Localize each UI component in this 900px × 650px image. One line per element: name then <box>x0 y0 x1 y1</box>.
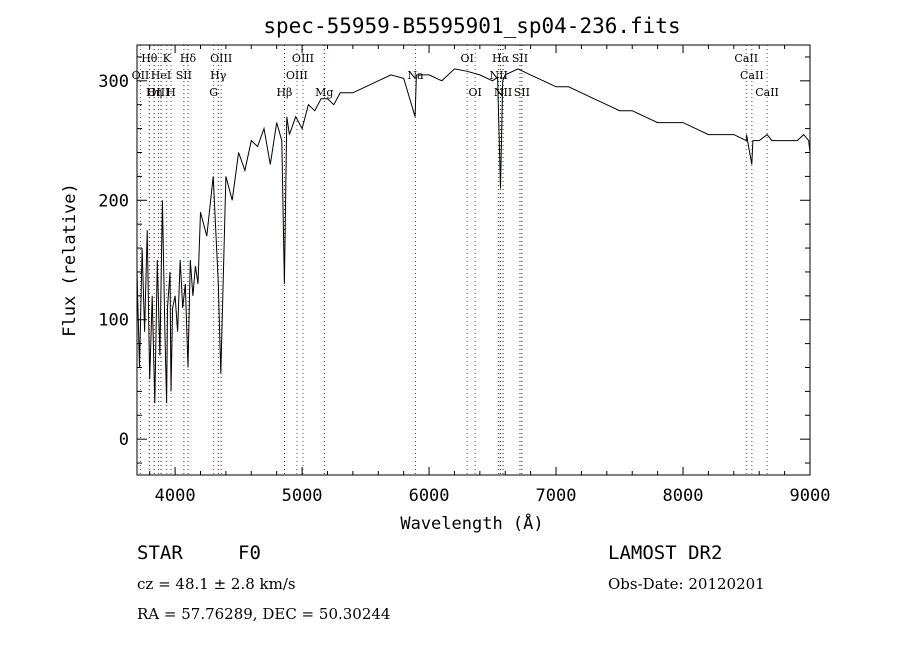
y-axis-label: Flux (relative) <box>60 183 80 337</box>
spectral-line-label: OIII <box>147 86 169 99</box>
spectral-line-label: Na <box>407 69 424 82</box>
spectral-line-label: Hα <box>492 52 510 65</box>
spectral-line-label: OIII <box>292 52 314 65</box>
spectral-line-label: SII <box>514 86 530 99</box>
subclass: F0 <box>238 542 261 564</box>
y-tick-label: 100 <box>98 311 129 331</box>
spectral-line-label: SII <box>512 52 528 65</box>
x-tick-label: 7000 <box>536 486 577 506</box>
x-axis-label: Wavelength (Å) <box>400 512 543 534</box>
spectral-line-label: OI <box>460 52 473 65</box>
spectral-line-label: CaII <box>740 69 764 82</box>
spectral-line-label: HeI <box>151 69 171 82</box>
spectral-line-label: OI <box>468 86 481 99</box>
spectral-line-label: CaII <box>755 86 779 99</box>
spectral-line-label: OII <box>132 69 150 82</box>
chart-title: spec-55959-B5595901_sp04-236.fits <box>263 14 680 38</box>
axes-layer: 4000 5000 6000 7000 8000 9000 0 100 200 300 <box>98 45 830 506</box>
y-tick-label: 0 <box>119 430 129 450</box>
spectral-line-label: Hθ <box>141 52 158 65</box>
series-layer <box>136 68 811 404</box>
spectral-line-label: H <box>166 86 176 99</box>
spectrum-series <box>136 68 811 404</box>
plot-frame <box>136 44 811 476</box>
x-tick-label: 8000 <box>663 486 704 506</box>
spectral-line-label: NII <box>494 86 512 99</box>
coordinates: RA = 57.76289, DEC = 50.30244 <box>137 605 391 623</box>
spectral-line-label: OIII <box>286 69 308 82</box>
spectral-line-label: SII <box>176 69 192 82</box>
spectral-line-label: Hδ <box>180 52 197 65</box>
spectral-line-label: Hβ <box>276 86 292 99</box>
x-tick-label: 4000 <box>155 486 196 506</box>
y-tick-label: 300 <box>98 72 129 92</box>
survey-name: LAMOST DR2 <box>608 542 723 564</box>
spectral-line-label: Hγ <box>210 69 227 82</box>
x-tick-label: 6000 <box>409 486 450 506</box>
observation-date: Obs-Date: 20120201 <box>608 575 765 593</box>
y-tick-label: 200 <box>98 191 129 211</box>
object-type: STAR <box>137 542 183 564</box>
x-tick-label: 9000 <box>790 486 831 506</box>
spectral-line-label: K <box>163 52 172 65</box>
spectral-line-label: OIII <box>210 52 232 65</box>
spectral-line-label: G <box>209 86 218 99</box>
x-tick-label: 5000 <box>282 486 323 506</box>
redshift-cz: cz = 48.1 ± 2.8 km/s <box>137 575 296 593</box>
spectral-line-label: CaII <box>734 52 758 65</box>
spectral-line-label: Mg <box>315 86 333 99</box>
spectral-line-label: Hη <box>146 86 162 99</box>
